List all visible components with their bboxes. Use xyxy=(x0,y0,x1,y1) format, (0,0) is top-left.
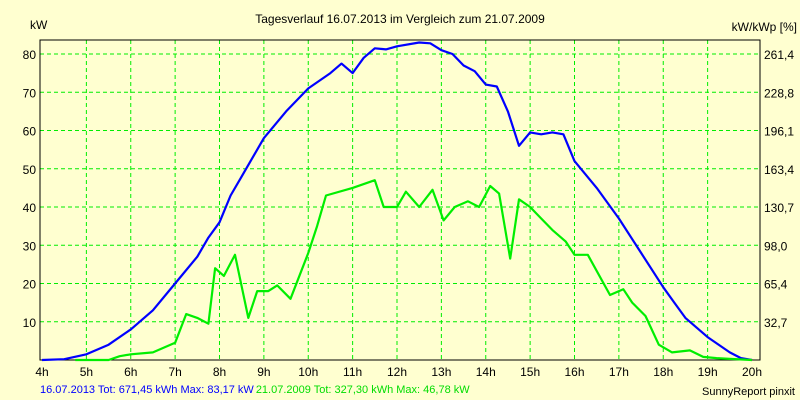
y-tick-label-left: 30 xyxy=(23,239,37,253)
x-tick-label: 15h xyxy=(520,365,540,379)
x-tick-label: 20h xyxy=(742,365,762,379)
x-tick-label: 10h xyxy=(298,365,318,379)
y-tick-label-left: 50 xyxy=(23,163,37,177)
y-tick-label-right: 65,4 xyxy=(764,278,788,292)
x-tick-label: 8h xyxy=(213,365,226,379)
series-line-2 xyxy=(75,179,753,362)
y-tick-label-left: 70 xyxy=(23,86,37,100)
x-tick-label: 4h xyxy=(35,365,48,379)
plot-border xyxy=(39,39,761,361)
y-axis-label-right: kW/kWp [%] xyxy=(732,20,797,34)
x-tick-label: 17h xyxy=(609,365,629,379)
y-tick-label-right: 163,4 xyxy=(764,163,794,177)
y-tick-label-right: 261,4 xyxy=(764,48,794,62)
y-tick-label-left: 10 xyxy=(23,316,37,330)
y-tick-label-right: 196,1 xyxy=(764,125,794,139)
x-tick-label: 9h xyxy=(257,365,270,379)
y-tick-label-right: 98,0 xyxy=(764,239,788,253)
legend-series-1: 16.07.2013 Tot: 671,45 kWh Max: 83,17 kW xyxy=(40,384,254,396)
x-tick-label: 11h xyxy=(343,365,362,379)
y-tick-label-right: 32,7 xyxy=(764,316,788,330)
x-tick-label: 12h xyxy=(387,365,407,379)
x-tick-label: 13h xyxy=(431,365,451,379)
x-tick-label: 19h xyxy=(698,365,718,379)
y-tick-label-left: 40 xyxy=(23,201,37,215)
x-tick-label: 14h xyxy=(476,365,496,379)
y-tick-label-right: 130,7 xyxy=(764,201,794,215)
series-line-1 xyxy=(41,41,753,362)
y-tick-label-right: 228,8 xyxy=(764,86,794,100)
x-tick-label: 18h xyxy=(653,365,673,379)
x-tick-label: 7h xyxy=(168,365,181,379)
y-tick-label-left: 60 xyxy=(23,125,37,139)
y-axis-label-left: kW xyxy=(30,18,48,32)
y-tick-label-left: 20 xyxy=(23,278,37,292)
x-tick-label: 16h xyxy=(564,365,584,379)
x-tick-label: 5h xyxy=(80,365,93,379)
footer-credit: SunnyReport pinxit xyxy=(702,386,795,398)
chart-title: Tagesverlauf 16.07.2013 im Vergleich zum… xyxy=(255,12,545,26)
legend-series-2: 21.07.2009 Tot: 327,30 kWh Max: 46,78 kW xyxy=(256,384,470,396)
y-tick-label-left: 80 xyxy=(23,48,37,62)
x-tick-label: 6h xyxy=(124,365,137,379)
